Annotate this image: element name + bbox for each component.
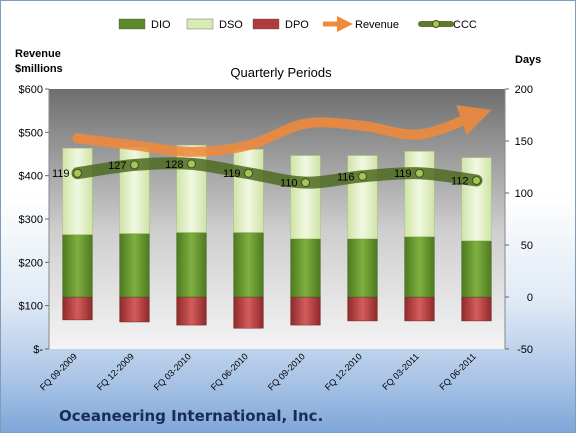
- bar-dso: [461, 157, 492, 242]
- chart-title: Quarterly Periods: [230, 65, 332, 80]
- ccc-data-label: 127: [108, 160, 126, 172]
- bar-dio: [347, 238, 378, 298]
- ccc-point: [187, 159, 196, 169]
- ccc-point: [472, 176, 481, 186]
- bar-dpo: [176, 296, 207, 326]
- left-tick-label: $600: [19, 84, 43, 96]
- category-label: FQ 09-2009: [38, 351, 79, 392]
- bar-dio: [62, 234, 93, 298]
- ccc-line: [71, 157, 483, 189]
- right-tick-label: -50: [517, 344, 533, 356]
- category-label: FQ 12-2009: [95, 351, 136, 392]
- left-tick-label: $100: [19, 301, 43, 313]
- category-label: FQ 09-2010: [266, 351, 307, 392]
- bar-dio: [176, 232, 207, 298]
- right-tick-label: 0: [527, 292, 533, 304]
- ccc-point: [301, 178, 310, 188]
- category-label: FQ 06-2011: [437, 351, 478, 392]
- left-tick-label: $-: [33, 344, 43, 356]
- right-tick-label: 200: [515, 84, 533, 96]
- revenue-arrow: [72, 105, 492, 157]
- bar-dpo: [461, 296, 492, 322]
- ccc-data-label: 112: [451, 176, 469, 188]
- bar-dso: [347, 155, 378, 240]
- legend: DIO DSO DPO Revenue CCC: [118, 15, 477, 33]
- ccc-data-label: 116: [337, 171, 355, 183]
- left-axis-title-line2: $millions: [15, 63, 63, 75]
- bar-dpo: [119, 296, 150, 323]
- legend-label-revenue: Revenue: [355, 19, 399, 31]
- bar-dso: [233, 149, 264, 233]
- bar-dio: [404, 236, 435, 298]
- legend-label-dso: DSO: [219, 19, 243, 31]
- bar-dso: [404, 151, 435, 237]
- right-tick-label: 50: [521, 240, 533, 252]
- bar-dpo: [347, 296, 378, 322]
- lines-group: [71, 105, 492, 189]
- data-labels-group: 119 127 128 119 110 116 119 112: [52, 159, 469, 190]
- bar-dpo: [233, 296, 264, 329]
- bar-dso: [62, 148, 93, 235]
- category-label: FQ 06-2010: [209, 351, 250, 392]
- ccc-point: [415, 168, 424, 178]
- bar-dio: [290, 238, 321, 298]
- ccc-point: [244, 168, 253, 178]
- legend-label-ccc: CCC: [453, 19, 477, 31]
- left-tick-label: $300: [19, 214, 43, 226]
- bar-dio: [461, 240, 492, 298]
- category-label: FQ 03-2010: [152, 351, 193, 392]
- left-tick-label: $400: [19, 171, 43, 183]
- ccc-data-label: 119: [52, 168, 70, 180]
- legend-label-dio: DIO: [151, 19, 171, 31]
- right-tick-label: 100: [515, 188, 533, 200]
- bar-dio: [119, 233, 150, 298]
- bar-dso: [290, 155, 321, 240]
- ccc-point: [358, 171, 367, 181]
- left-axis-title-line1: Revenue: [15, 48, 61, 60]
- category-label: FQ 03-2011: [380, 351, 421, 392]
- legend-marker-ccc: [432, 20, 440, 28]
- category-label: FQ 12-2010: [323, 351, 364, 392]
- left-tick-label: $200: [19, 257, 43, 269]
- legend-swatch-dio: [118, 18, 146, 30]
- bar-dpo: [62, 296, 93, 321]
- bar-dio: [233, 232, 264, 298]
- ccc-point: [73, 168, 82, 178]
- right-axis-title: Days: [515, 54, 541, 66]
- legend-swatch-dpo: [252, 18, 280, 30]
- ccc-point: [130, 160, 139, 170]
- ccc-data-label: 119: [223, 168, 241, 180]
- right-tick-label: 150: [515, 136, 533, 148]
- bar-dpo: [404, 296, 435, 322]
- bars-group: [62, 144, 492, 329]
- ccc-data-label: 110: [280, 178, 298, 190]
- legend-label-dpo: DPO: [285, 19, 309, 31]
- ccc-data-label: 119: [394, 168, 412, 180]
- company-name: Oceaneering International, Inc.: [59, 407, 324, 425]
- ccc-data-label: 128: [165, 159, 183, 171]
- legend-swatch-dso: [186, 18, 214, 30]
- bar-dpo: [290, 296, 321, 326]
- left-tick-label: $500: [19, 127, 43, 139]
